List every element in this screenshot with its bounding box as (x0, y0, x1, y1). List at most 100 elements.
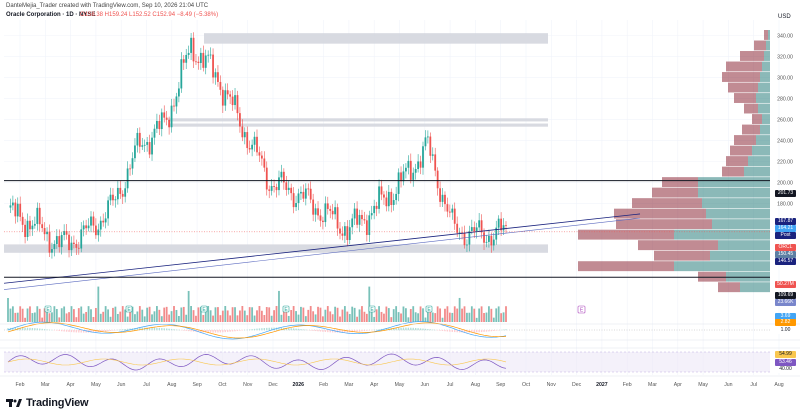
volume-bar (478, 308, 481, 322)
x-axis-tick-label: Nov (547, 382, 557, 388)
candles (9, 32, 507, 259)
volume-bar (43, 308, 46, 322)
candle-body (134, 145, 136, 159)
volume-bar (405, 308, 407, 322)
earnings-marker-box (368, 305, 376, 313)
candle-body (156, 120, 158, 129)
x-axis-tick-label: Oct (218, 382, 227, 388)
macd-histogram-bar (253, 328, 256, 331)
earnings-marker-label: E (202, 307, 206, 313)
author-line: DanteMejia_Trader created with TradingVi… (6, 3, 209, 9)
candle-body (158, 120, 161, 130)
macd-histogram-bar (485, 330, 488, 332)
volume-bar (131, 306, 134, 322)
tradingview-logo[interactable]: TradingView (6, 397, 89, 409)
candle-body (63, 230, 66, 236)
candle-body (405, 167, 407, 172)
macd-histogram-bar (427, 329, 429, 331)
candle-body (456, 223, 459, 233)
candle-body (434, 154, 437, 171)
candle-body (426, 136, 429, 138)
candle-body (129, 168, 131, 170)
volume-bar (204, 310, 207, 322)
candle-body (326, 203, 329, 209)
macd-histogram-bar (454, 330, 456, 333)
volume-bar (151, 314, 153, 322)
volume-bar (175, 309, 178, 322)
macd-histogram-bar (231, 330, 234, 332)
candle-body (185, 54, 188, 63)
candle-body (358, 214, 361, 225)
volume-profile-down (722, 166, 744, 177)
y-axis-tick-label: 240.00 (777, 138, 793, 144)
x-axis-tick-label: Jul (750, 382, 757, 388)
volume-bar (419, 306, 422, 322)
volume-bar (202, 314, 205, 322)
volume-bar (307, 309, 310, 322)
volume-bar (73, 309, 75, 322)
macd-histogram-bar (205, 330, 207, 333)
volume-bar (36, 306, 39, 322)
candle-body (41, 224, 44, 229)
volume-bar (116, 313, 119, 322)
candle-body (468, 230, 471, 245)
candle-body (312, 199, 315, 215)
macd-histogram-bar (190, 330, 192, 332)
price-axis-tag: 40.00 (775, 365, 796, 373)
candle-body (304, 188, 307, 199)
volume-bar (168, 314, 171, 322)
volume-profile-up (706, 208, 770, 219)
volume-bar (187, 290, 190, 322)
volume-profile-down (726, 61, 762, 72)
candle-body (429, 136, 432, 156)
candle-body (402, 171, 405, 182)
volume-bar (29, 306, 31, 322)
volume-bar (136, 311, 139, 322)
y-axis-tick-label: 280.00 (777, 96, 793, 102)
volume-bar (458, 297, 461, 322)
volume-bar (495, 308, 498, 322)
candle-body (319, 215, 322, 221)
ohlc-readout: O158.38 H159.24 L152.52 C152.94 −8.49 (−… (80, 12, 219, 18)
candle-body (380, 186, 383, 195)
macd-histogram-bar (505, 329, 507, 331)
earnings-marker: E (200, 305, 208, 313)
candle-body (209, 54, 212, 56)
volume-bar (199, 307, 202, 322)
candle-body (368, 215, 371, 235)
candle-body (11, 202, 14, 206)
candle-body (85, 225, 88, 229)
price-axis-tag: 2.82 (775, 319, 796, 326)
candle-body (231, 96, 234, 106)
candle-body (187, 52, 190, 55)
volume-bar (229, 315, 232, 322)
macd-histogram-bar (73, 330, 75, 333)
volume-bar (358, 309, 361, 322)
candle-body (307, 188, 310, 190)
volume-profile-up (756, 93, 770, 103)
macd-histogram-bar (246, 329, 248, 331)
macd-line (7, 321, 507, 340)
volume-bar (226, 310, 229, 322)
rsi-band (4, 352, 770, 372)
macd-histogram-bar (412, 327, 414, 331)
volume-bar (248, 307, 251, 322)
volume-bar (353, 307, 356, 322)
price-axis-tag: 109.69 (775, 291, 796, 299)
macd-histogram-bar (234, 330, 236, 332)
macd-histogram-bar (46, 329, 48, 331)
earnings-marker-box (282, 305, 290, 313)
candle-body (485, 241, 488, 243)
volume-bar (414, 312, 417, 322)
price-axis-tag: 50.27M (775, 280, 796, 288)
macd-histogram-bar (366, 330, 368, 331)
macd-histogram-bar (207, 330, 209, 333)
macd-histogram-bar (75, 330, 78, 333)
volume-bar (19, 306, 22, 322)
supply-demand-zone (4, 244, 548, 253)
macd-histogram-bar (161, 328, 163, 331)
macd-histogram-bar (268, 327, 270, 331)
macd-histogram-bar (407, 327, 410, 331)
volume-profile-down (742, 124, 760, 135)
